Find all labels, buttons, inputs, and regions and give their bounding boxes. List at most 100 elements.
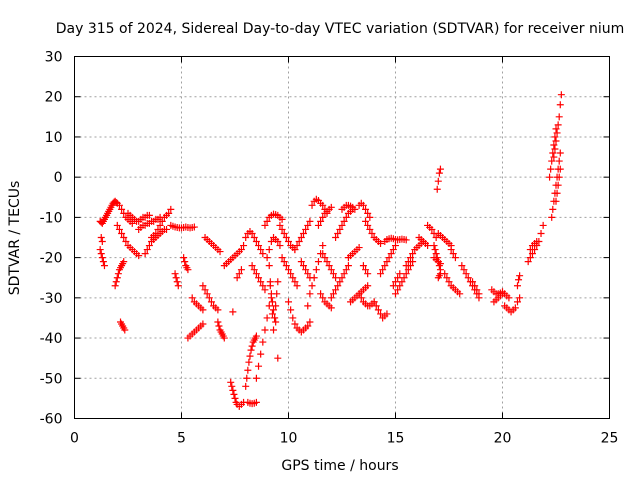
series-arc-46 bbox=[338, 201, 359, 213]
data-point bbox=[247, 346, 255, 354]
series-arc-50 bbox=[362, 217, 385, 248]
data-point bbox=[230, 390, 238, 398]
data-point bbox=[282, 234, 290, 241]
data-point bbox=[364, 282, 372, 290]
data-point bbox=[327, 304, 335, 312]
data-point bbox=[314, 258, 322, 266]
data-point bbox=[516, 294, 524, 302]
data-point bbox=[332, 234, 340, 241]
y-tick-label: 0 bbox=[54, 170, 63, 186]
data-point bbox=[112, 278, 120, 286]
series-arc-49 bbox=[355, 199, 374, 221]
data-point bbox=[475, 290, 483, 298]
data-point bbox=[289, 274, 297, 282]
data-point bbox=[404, 266, 412, 274]
data-point bbox=[250, 266, 258, 274]
series-arc-59 bbox=[415, 234, 432, 250]
data-point bbox=[533, 238, 541, 246]
data-point bbox=[550, 141, 558, 149]
series-arc-27 bbox=[240, 227, 267, 258]
data-point bbox=[184, 266, 192, 274]
chart-title: Day 315 of 2024, Sidereal Day-to-day VTE… bbox=[56, 21, 625, 37]
data-point bbox=[261, 286, 269, 294]
data-point bbox=[263, 314, 271, 322]
data-point bbox=[271, 314, 279, 322]
series-arc-24 bbox=[244, 398, 260, 408]
data-point bbox=[229, 386, 237, 394]
data-point bbox=[255, 362, 263, 370]
series-arc-14 bbox=[180, 254, 192, 274]
data-point bbox=[274, 238, 282, 246]
series-arc-19 bbox=[214, 318, 228, 342]
data-point bbox=[321, 254, 329, 262]
data-point bbox=[554, 121, 562, 129]
data-point bbox=[214, 318, 222, 326]
data-point bbox=[334, 282, 342, 290]
data-point bbox=[551, 145, 559, 153]
data-point bbox=[299, 262, 307, 270]
data-point bbox=[237, 266, 245, 274]
data-point bbox=[389, 282, 397, 290]
data-point bbox=[357, 294, 365, 302]
y-tick-label: -50 bbox=[40, 371, 63, 387]
series-arc-33 bbox=[261, 210, 286, 229]
data-point bbox=[145, 242, 153, 250]
data-point bbox=[302, 225, 310, 233]
data-point bbox=[366, 213, 374, 221]
data-point bbox=[268, 298, 276, 306]
data-point bbox=[312, 266, 320, 274]
series-arc-37 bbox=[291, 217, 314, 254]
data-point bbox=[205, 294, 213, 302]
data-point bbox=[276, 242, 284, 250]
data-point bbox=[120, 234, 128, 241]
data-point bbox=[546, 173, 554, 181]
data-point bbox=[265, 302, 273, 310]
data-point bbox=[118, 205, 126, 213]
y-tick-label: -20 bbox=[40, 251, 63, 267]
series-arc-35 bbox=[278, 254, 301, 290]
data-point bbox=[270, 326, 278, 334]
data-point bbox=[392, 290, 399, 298]
data-point bbox=[188, 294, 196, 302]
data-point bbox=[261, 326, 269, 334]
data-point bbox=[257, 246, 265, 254]
data-point bbox=[555, 113, 563, 121]
data-point bbox=[278, 215, 286, 223]
data-point bbox=[537, 229, 545, 237]
series-arc-20 bbox=[220, 246, 245, 270]
data-point bbox=[240, 242, 248, 250]
data-point bbox=[383, 310, 391, 318]
data-point bbox=[372, 302, 380, 310]
series-arc-26 bbox=[252, 302, 273, 382]
data-point bbox=[156, 221, 164, 229]
data-point bbox=[274, 278, 282, 286]
data-point bbox=[291, 246, 299, 254]
series-arc-32 bbox=[274, 354, 282, 362]
series-arc-31 bbox=[263, 234, 284, 262]
data-point bbox=[366, 225, 374, 233]
data-point bbox=[272, 318, 280, 326]
data-point bbox=[441, 270, 449, 278]
y-tick-label: -60 bbox=[40, 412, 63, 428]
data-point bbox=[552, 125, 560, 133]
data-point bbox=[242, 382, 250, 390]
data-point bbox=[257, 350, 265, 358]
data-point bbox=[231, 394, 239, 402]
data-point bbox=[548, 213, 556, 221]
data-point bbox=[293, 242, 301, 250]
data-point bbox=[552, 197, 560, 205]
data-point bbox=[248, 262, 256, 270]
series-arc-42 bbox=[319, 250, 340, 282]
data-point bbox=[445, 278, 453, 286]
data-point bbox=[469, 278, 477, 286]
data-point bbox=[550, 153, 558, 161]
data-point bbox=[458, 262, 466, 270]
data-point bbox=[98, 254, 106, 262]
data-point bbox=[364, 209, 372, 217]
data-point bbox=[199, 320, 207, 328]
data-point bbox=[338, 221, 346, 229]
data-point bbox=[255, 274, 263, 282]
data-point bbox=[214, 306, 222, 314]
data-point bbox=[261, 221, 269, 229]
data-point bbox=[285, 298, 292, 306]
